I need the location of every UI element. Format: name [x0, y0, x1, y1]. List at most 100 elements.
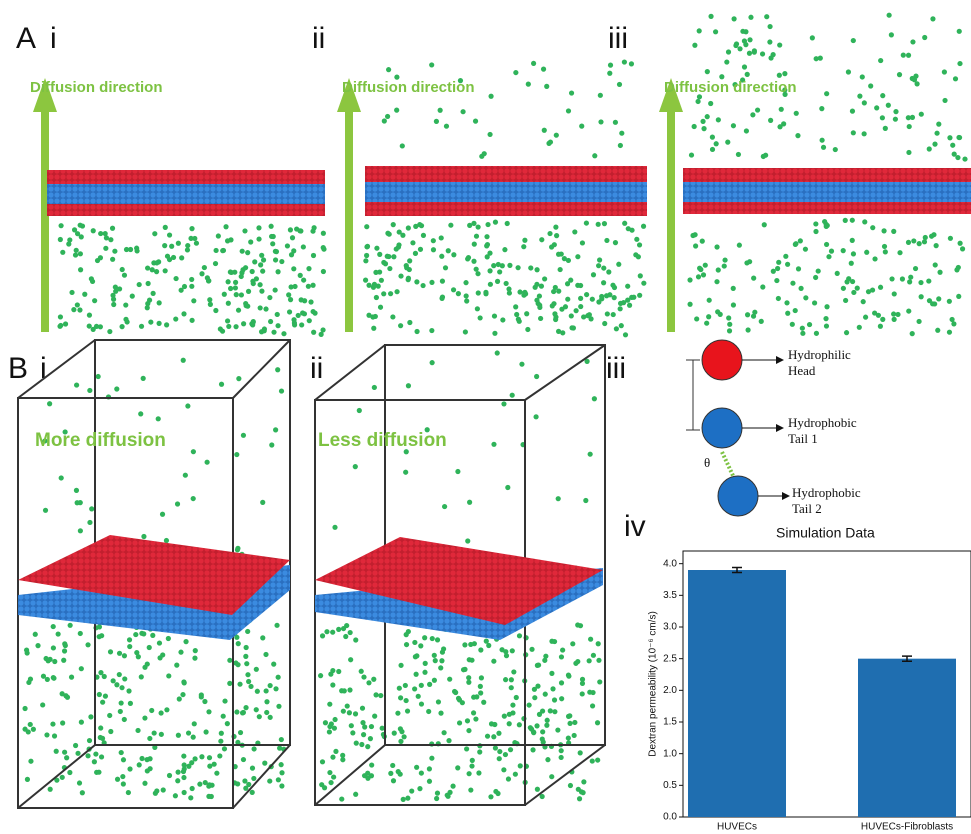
- particle: [79, 666, 84, 671]
- particle: [578, 304, 583, 309]
- particle: [803, 295, 808, 300]
- particle: [225, 318, 230, 323]
- particle: [310, 283, 315, 288]
- particle: [495, 350, 500, 355]
- particle: [551, 289, 556, 294]
- bar-chart: 0.00.51.01.52.02.53.03.54.0Dextran perme…: [648, 551, 971, 833]
- particle: [185, 247, 190, 252]
- particle: [843, 218, 848, 223]
- particle: [430, 636, 435, 641]
- particle: [762, 222, 767, 227]
- particle: [213, 261, 218, 266]
- particle: [118, 709, 123, 714]
- particle: [71, 307, 76, 312]
- particle: [178, 650, 183, 655]
- particle: [420, 283, 425, 288]
- particle: [126, 688, 131, 693]
- particle: [268, 683, 273, 688]
- particle: [427, 766, 432, 771]
- particle: [467, 771, 472, 776]
- particle: [502, 247, 507, 252]
- particle: [414, 329, 419, 334]
- particle: [125, 319, 130, 324]
- particle: [463, 280, 468, 285]
- particle: [515, 265, 520, 270]
- particle: [775, 266, 780, 271]
- y-tick-label: 2.5: [663, 653, 677, 664]
- particle: [559, 748, 564, 753]
- particle: [121, 757, 126, 762]
- particle: [880, 93, 885, 98]
- particle: [373, 270, 378, 275]
- particle: [173, 793, 178, 798]
- particle: [497, 749, 502, 754]
- particle: [78, 267, 83, 272]
- particle: [577, 796, 582, 801]
- particle: [276, 704, 281, 709]
- particle: [537, 712, 542, 717]
- particle: [22, 706, 27, 711]
- particle: [910, 115, 915, 120]
- particle: [58, 237, 63, 242]
- particle: [752, 48, 757, 53]
- particle: [392, 731, 397, 736]
- particle: [273, 257, 278, 262]
- particle: [137, 762, 142, 767]
- particle: [750, 112, 755, 117]
- particle: [862, 100, 867, 105]
- arrow-label: Diffusion direction: [30, 79, 163, 96]
- particle: [235, 662, 240, 667]
- particle: [199, 754, 204, 759]
- particle: [43, 656, 48, 661]
- particle: [79, 720, 84, 725]
- particle: [120, 774, 125, 779]
- particle: [321, 231, 326, 236]
- particle: [264, 699, 269, 704]
- particle: [235, 547, 240, 552]
- particle: [559, 251, 564, 256]
- particle: [354, 741, 359, 746]
- particle: [457, 697, 462, 702]
- particle: [545, 757, 550, 762]
- particle: [704, 321, 709, 326]
- particle: [296, 313, 301, 318]
- particle: [510, 393, 515, 398]
- particle: [467, 223, 472, 228]
- particle: [445, 793, 450, 798]
- particle: [478, 684, 483, 689]
- particle: [517, 633, 522, 638]
- particle: [549, 774, 554, 779]
- particle: [241, 321, 246, 326]
- particle: [98, 324, 103, 329]
- panel-sub: iii: [608, 22, 628, 55]
- particle: [194, 241, 199, 246]
- particle: [471, 710, 476, 715]
- particle: [934, 131, 939, 136]
- particle: [476, 290, 481, 295]
- particle: [747, 259, 752, 264]
- particle: [584, 220, 589, 225]
- particle: [374, 246, 379, 251]
- membrane-core: [47, 184, 325, 204]
- particles: [22, 13, 967, 802]
- particle: [740, 29, 745, 34]
- particle: [124, 247, 129, 252]
- particle: [855, 286, 860, 291]
- particle: [216, 233, 221, 238]
- particle: [350, 730, 355, 735]
- particle: [550, 686, 555, 691]
- particle: [398, 726, 403, 731]
- particle: [492, 331, 497, 336]
- particle: [80, 223, 85, 228]
- particle: [922, 35, 927, 40]
- particle: [623, 332, 628, 337]
- particle: [343, 634, 348, 639]
- particle: [146, 281, 151, 286]
- particle: [935, 328, 940, 333]
- particle: [478, 647, 483, 652]
- particle: [257, 282, 262, 287]
- particle: [281, 331, 286, 336]
- particle: [572, 720, 577, 725]
- particle: [583, 498, 588, 503]
- particle: [887, 13, 892, 18]
